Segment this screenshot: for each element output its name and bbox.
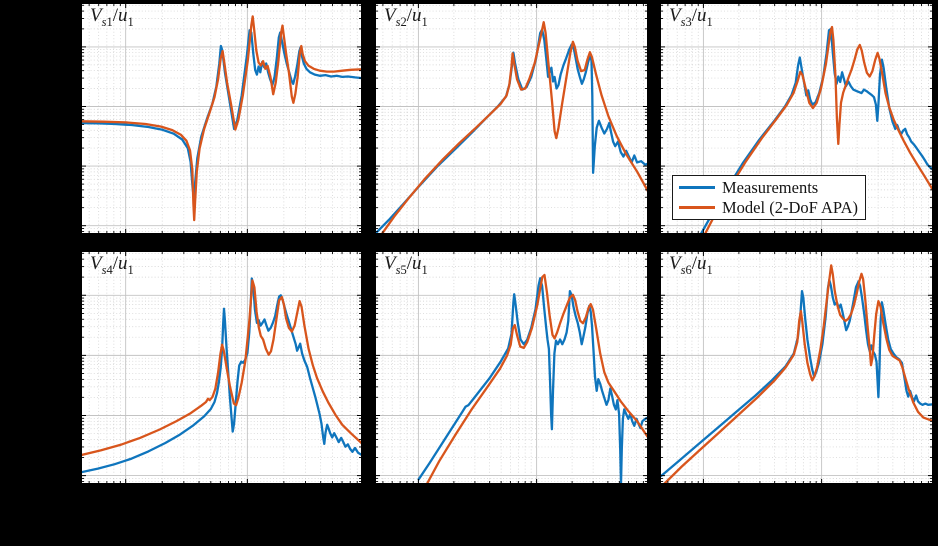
plot-panel-vs4: Vs4/u1: [81, 251, 362, 484]
curves-vs2: [375, 21, 648, 234]
plot-canvas-vs3: [660, 3, 933, 234]
legend-label-measurements: Measurements: [722, 177, 819, 197]
panel-title-vs1: Vs1/u1: [90, 5, 134, 29]
legend-label-model-2dof-apa: Model (2-DoF APA): [722, 197, 858, 217]
panel-title-vs2: Vs2/u1: [384, 5, 428, 29]
grid-vs5: [375, 251, 648, 484]
plot-panel-vs5: Vs5/u1: [375, 251, 648, 484]
legend-item-model-2dof-apa: Model (2-DoF APA): [679, 198, 859, 217]
panel-title-vs6: Vs6/u1: [669, 253, 713, 277]
plot-panel-vs1: Vs1/u1: [81, 3, 362, 234]
series-line-vs5-model-2-dof-apa-: [425, 273, 648, 484]
series-line-vs2-model-2-dof-apa-: [380, 21, 648, 234]
ticks-vs2: [375, 3, 648, 234]
series-line-vs5-measurements: [417, 277, 648, 484]
axes-border: [81, 3, 362, 234]
plot-canvas-vs1: [81, 3, 362, 234]
series-line-vs6-model-2-dof-apa-: [662, 264, 933, 484]
panel-title-vs4: Vs4/u1: [90, 253, 134, 277]
grid-vs6: [660, 251, 933, 484]
plot-panel-vs2: Vs2/u1: [375, 3, 648, 234]
axes-border: [660, 3, 933, 234]
ticks-vs1: [81, 3, 362, 234]
axes-border: [375, 3, 648, 234]
grid-vs1: [81, 3, 362, 234]
axes-border: [375, 251, 648, 484]
series-line-vs4-measurements: [81, 277, 362, 474]
series-line-vs1-model-2-dof-apa-: [81, 15, 362, 222]
axes-border: [660, 251, 933, 484]
curves-vs5: [417, 273, 648, 484]
curves-vs6: [660, 264, 933, 484]
grid-vs4: [81, 251, 362, 484]
measurements-line-swatch: [679, 185, 715, 190]
curves-vs1: [81, 15, 362, 222]
ticks-vs5: [375, 251, 648, 484]
plot-legend: Measurements Model (2-DoF APA): [672, 175, 866, 220]
curves-vs4: [81, 277, 362, 474]
plot-canvas-vs2: [375, 3, 648, 234]
grid-vs2: [375, 3, 648, 234]
axes-border: [81, 251, 362, 484]
panel-title-vs5: Vs5/u1: [384, 253, 428, 277]
plot-canvas-vs4: [81, 251, 362, 484]
plot-canvas-vs5: [375, 251, 648, 484]
curves-vs3: [699, 25, 933, 234]
series-line-vs3-model-2-dof-apa-: [703, 25, 933, 234]
panel-title-vs3: Vs3/u1: [669, 5, 713, 29]
model-line-swatch: [679, 205, 715, 210]
series-line-vs4-model-2-dof-apa-: [81, 279, 362, 457]
plot-canvas-vs6: [660, 251, 933, 484]
series-line-vs3-measurements: [699, 27, 933, 234]
plot-panel-vs6: Vs6/u1: [660, 251, 933, 484]
legend-item-measurements: Measurements: [679, 178, 859, 197]
